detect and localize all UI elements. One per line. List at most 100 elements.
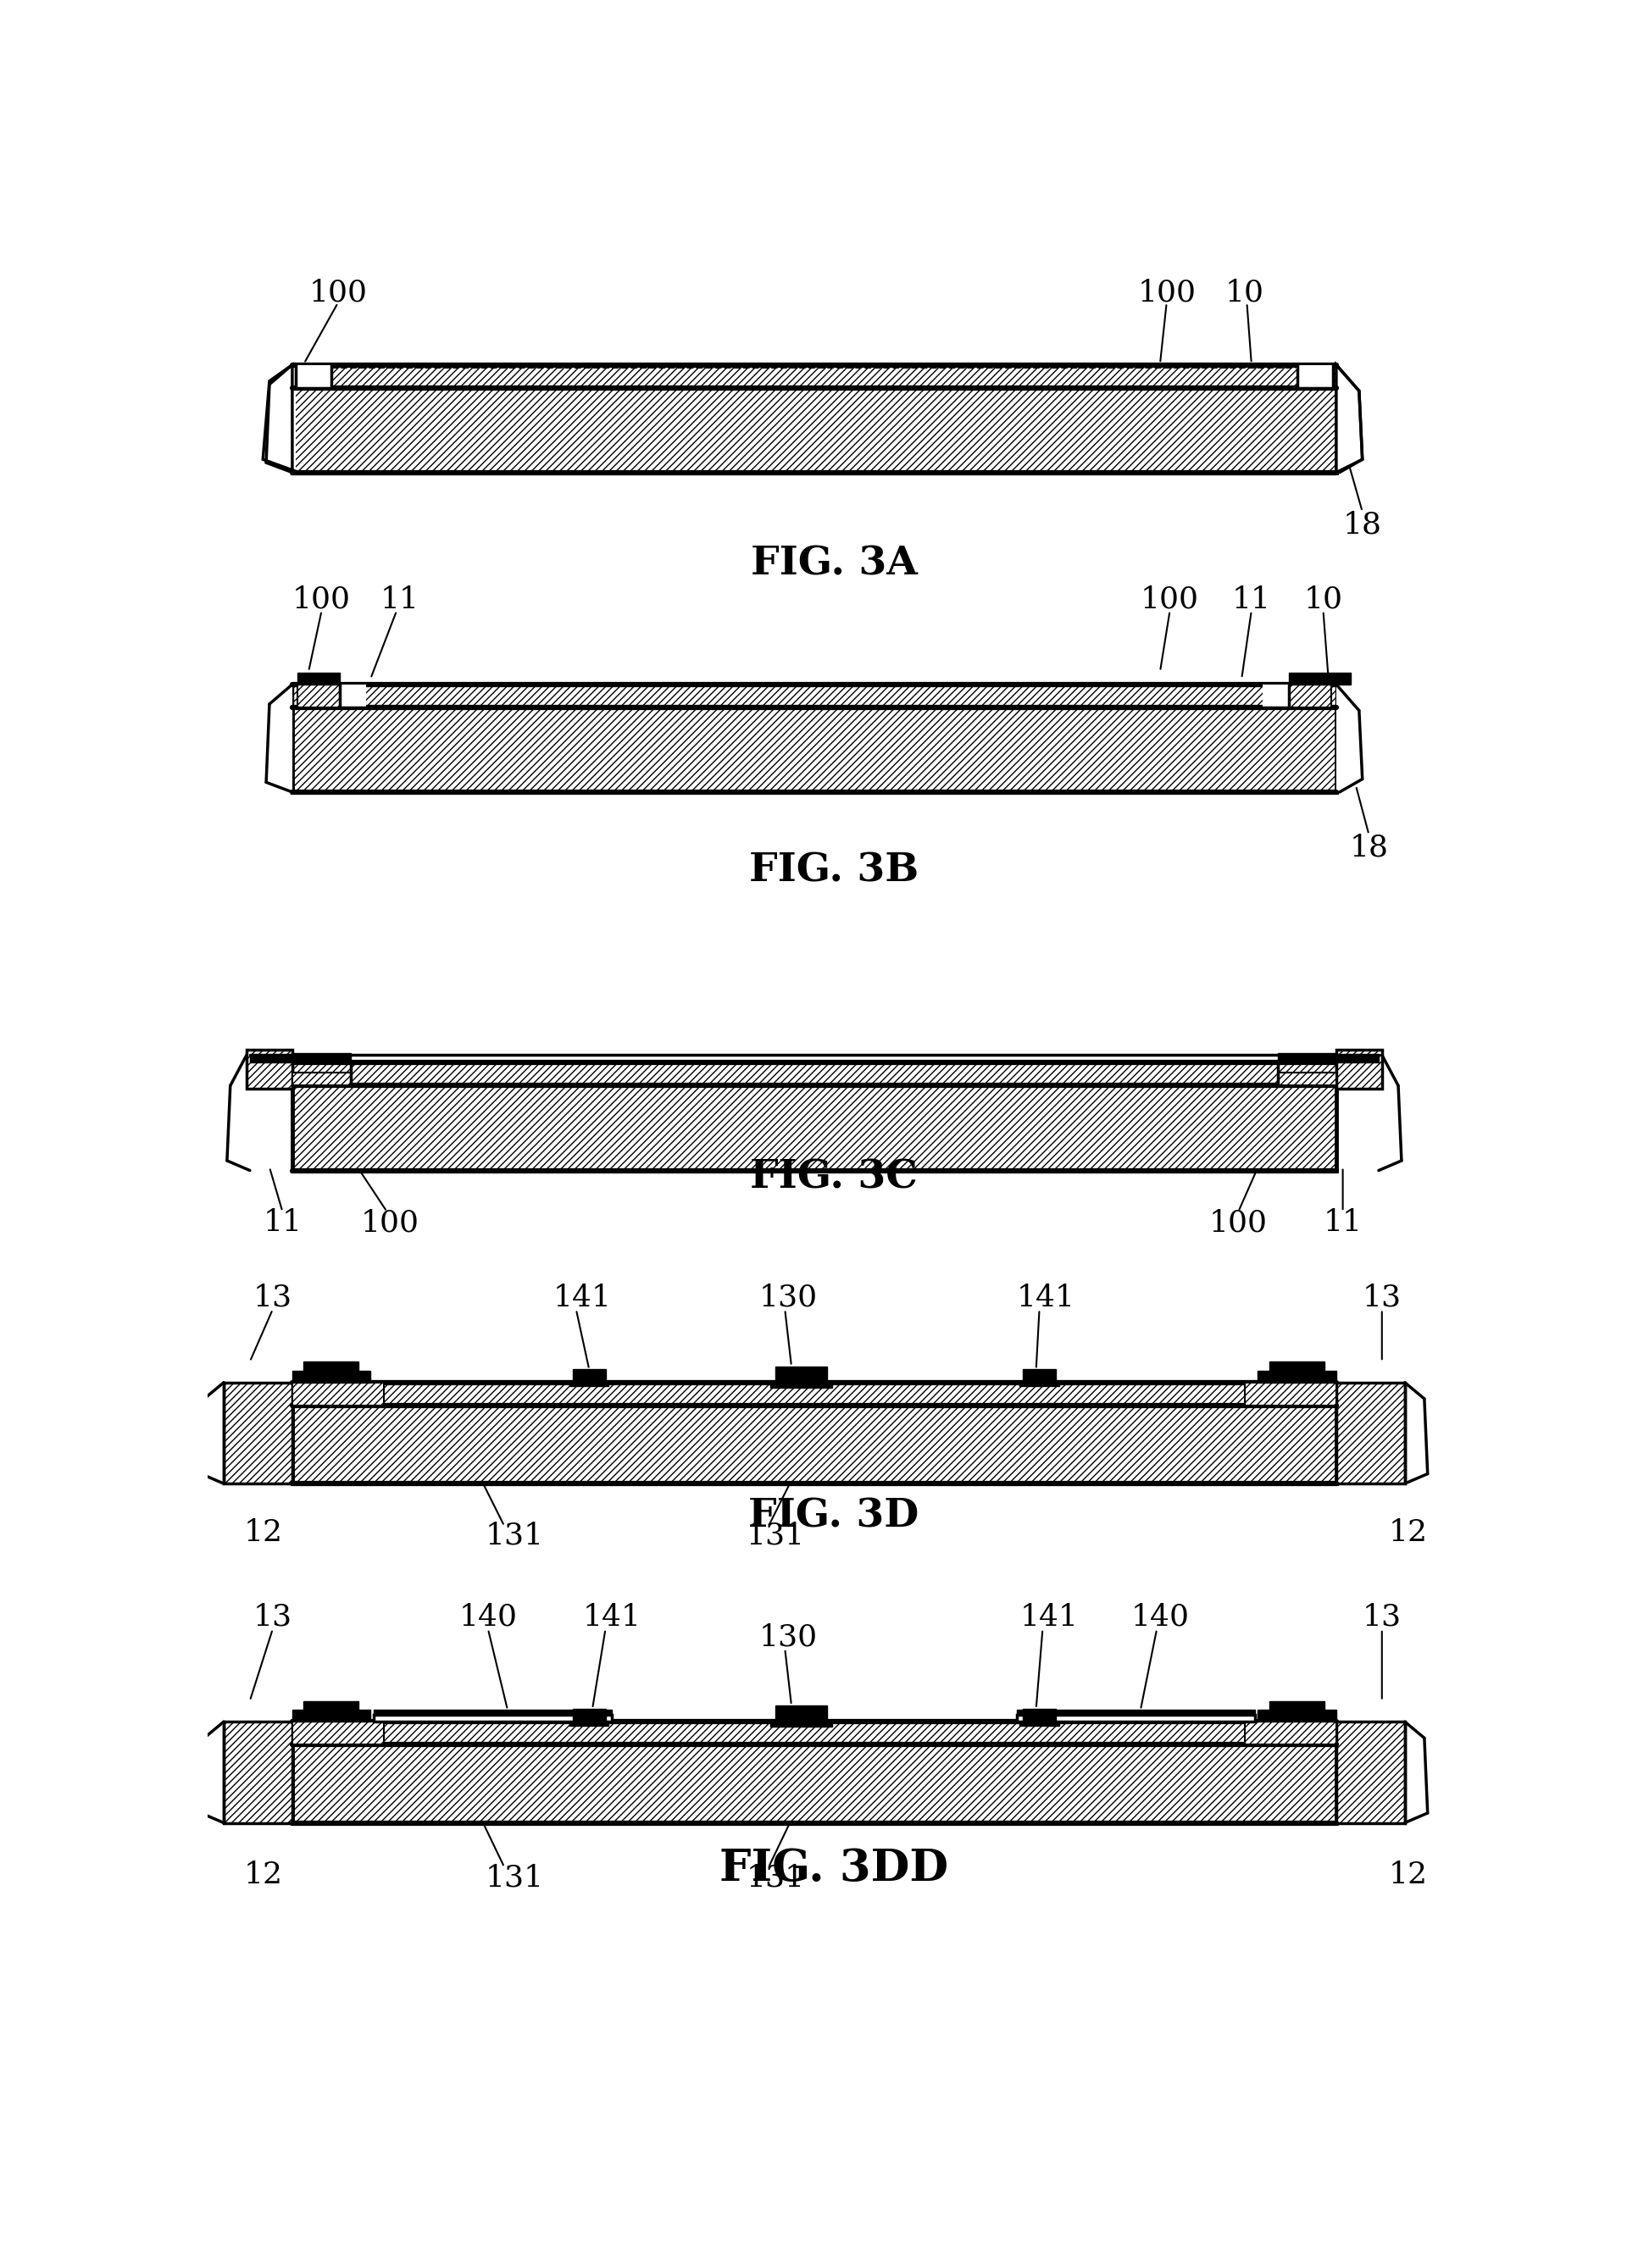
Bar (293, 1721, 384, 1744)
Bar (374, 1715, 612, 1721)
Bar (225, 1383, 293, 1483)
Text: 130: 130 (758, 1284, 817, 1313)
Bar (770, 1721, 833, 1726)
Text: 12: 12 (1388, 1860, 1427, 1889)
Bar (774, 1706, 827, 1721)
Bar (1020, 1721, 1059, 1726)
Bar (251, 1055, 293, 1064)
Bar (1336, 685, 1365, 792)
Bar (293, 1086, 1336, 1170)
Bar (200, 1721, 226, 1823)
Text: 12: 12 (1388, 1517, 1427, 1547)
Bar (1404, 1721, 1430, 1823)
Bar (1336, 1050, 1381, 1089)
Bar (293, 1073, 351, 1086)
Text: 11: 11 (1323, 1209, 1362, 1236)
Bar (298, 674, 340, 685)
Bar (569, 1383, 608, 1386)
Bar (1336, 365, 1365, 472)
Bar (1331, 674, 1350, 685)
Text: 131: 131 (745, 1522, 804, 1551)
Text: FIG. 3C: FIG. 3C (750, 1157, 918, 1198)
Bar (200, 1383, 226, 1483)
Bar (293, 1052, 351, 1064)
Text: 12: 12 (244, 1860, 283, 1889)
Text: 13: 13 (1362, 1603, 1401, 1631)
Bar (1258, 1710, 1336, 1721)
Bar (267, 685, 293, 792)
Bar (293, 685, 1336, 708)
Text: 131: 131 (745, 1864, 804, 1894)
Bar (293, 1064, 1336, 1086)
Text: FIG. 3DD: FIG. 3DD (719, 1846, 949, 1889)
Text: 11: 11 (1232, 585, 1271, 615)
Bar (1269, 1701, 1324, 1710)
Bar (1277, 1073, 1336, 1086)
Text: 100: 100 (293, 585, 351, 615)
Bar (1245, 1383, 1336, 1406)
Text: FIG. 3D: FIG. 3D (748, 1497, 919, 1535)
Bar (293, 1383, 1336, 1406)
Bar (1336, 1055, 1378, 1064)
Bar (774, 1365, 827, 1383)
Text: 18: 18 (1349, 832, 1388, 862)
Text: 130: 130 (758, 1622, 817, 1651)
Text: 100: 100 (361, 1209, 420, 1236)
Text: 141: 141 (582, 1603, 641, 1631)
Bar (1245, 1721, 1336, 1744)
Text: 131: 131 (485, 1864, 543, 1894)
Polygon shape (1336, 365, 1362, 472)
Bar (1258, 1370, 1336, 1383)
Polygon shape (264, 365, 299, 472)
Bar (573, 1708, 605, 1721)
Bar (1289, 674, 1331, 685)
Text: 13: 13 (254, 1603, 293, 1631)
Bar (1336, 1383, 1404, 1483)
Bar (1289, 685, 1331, 708)
Bar (1269, 1361, 1324, 1370)
Text: 10: 10 (1225, 279, 1264, 308)
Bar (1020, 1383, 1059, 1386)
Bar (1297, 365, 1333, 388)
Bar (374, 1710, 612, 1715)
Bar (296, 365, 332, 388)
Text: 18: 18 (1342, 510, 1381, 540)
Text: 100: 100 (1137, 279, 1196, 308)
Bar (1023, 1708, 1056, 1721)
Bar (303, 1701, 360, 1710)
Bar (1017, 1715, 1254, 1721)
Text: 100: 100 (1209, 1209, 1267, 1236)
Bar (1017, 1710, 1254, 1715)
Bar (293, 1383, 384, 1406)
Text: 141: 141 (1017, 1284, 1075, 1313)
Text: 100: 100 (309, 279, 368, 308)
Bar (340, 685, 366, 708)
Text: 12: 12 (244, 1517, 283, 1547)
Text: 11: 11 (264, 1209, 303, 1236)
Bar (303, 1361, 360, 1370)
Text: 10: 10 (1303, 585, 1342, 615)
Text: 140: 140 (1131, 1603, 1189, 1631)
Bar (293, 708, 1336, 792)
Bar (293, 1406, 1336, 1483)
Bar (569, 1721, 608, 1726)
Bar (573, 1370, 605, 1383)
Bar (293, 1721, 1336, 1744)
Bar (1336, 1721, 1404, 1823)
Text: 141: 141 (1020, 1603, 1079, 1631)
Text: 140: 140 (459, 1603, 517, 1631)
Bar (293, 1370, 371, 1383)
Bar (228, 1064, 247, 1170)
Bar (293, 1744, 1336, 1823)
Text: 13: 13 (254, 1284, 293, 1313)
Text: FIG. 3B: FIG. 3B (748, 850, 919, 889)
Bar (770, 1383, 833, 1388)
Bar (1381, 1064, 1401, 1170)
Bar (225, 1721, 293, 1823)
Text: 13: 13 (1362, 1284, 1401, 1313)
Text: FIG. 3A: FIG. 3A (750, 544, 918, 583)
Bar (293, 1710, 371, 1721)
Bar (293, 365, 1336, 388)
Bar (1277, 1052, 1336, 1064)
Text: 100: 100 (1141, 585, 1199, 615)
